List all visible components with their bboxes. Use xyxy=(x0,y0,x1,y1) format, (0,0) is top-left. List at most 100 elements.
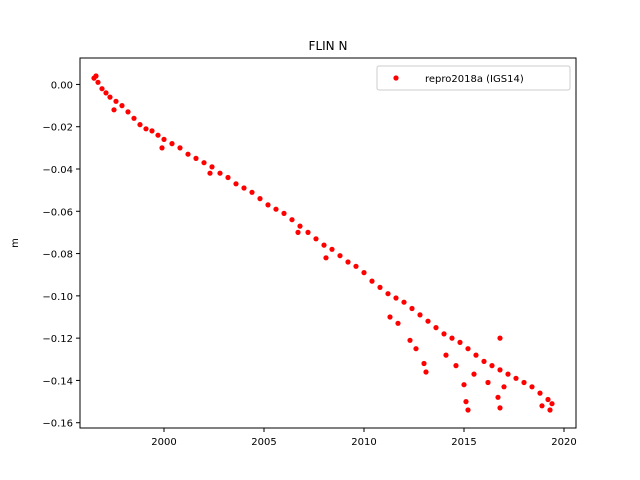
data-point xyxy=(497,335,503,341)
data-point xyxy=(545,396,551,403)
data-point xyxy=(471,371,477,377)
legend-marker xyxy=(393,75,399,81)
y-axis-label: m xyxy=(10,238,21,248)
data-point xyxy=(497,367,503,373)
x-tick-label: 2005 xyxy=(251,437,276,448)
data-point xyxy=(377,284,383,290)
data-point xyxy=(549,401,555,407)
data-point xyxy=(193,155,199,161)
data-point xyxy=(125,109,131,115)
data-point xyxy=(273,206,279,212)
data-point xyxy=(177,145,183,151)
data-point xyxy=(281,210,287,216)
data-point xyxy=(297,223,303,229)
data-point xyxy=(345,259,351,265)
data-point xyxy=(393,295,399,301)
data-point xyxy=(395,320,401,326)
legend: repro2018a (IGS14) xyxy=(376,65,571,91)
data-point xyxy=(423,369,429,375)
data-point xyxy=(209,164,215,170)
data-point xyxy=(103,90,109,96)
data-point xyxy=(537,390,543,396)
data-point xyxy=(441,331,447,337)
data-point xyxy=(257,196,263,202)
data-point xyxy=(501,384,507,390)
data-point xyxy=(313,236,319,242)
data-point xyxy=(95,79,101,85)
data-point xyxy=(505,371,511,377)
data-point xyxy=(99,86,105,92)
data-point xyxy=(453,363,459,369)
data-point xyxy=(417,312,423,318)
y-axis: 0.00 −0.02 −0.04 −0.06 −0.08 −0.10 −0.12 −0.14 −… xyxy=(42,80,80,430)
data-point xyxy=(539,403,545,409)
data-point xyxy=(443,352,449,358)
data-point xyxy=(217,170,223,176)
data-point xyxy=(289,217,295,223)
data-point xyxy=(485,379,491,386)
data-point xyxy=(463,399,469,405)
data-point xyxy=(465,346,471,352)
data-point xyxy=(249,189,255,195)
data-points xyxy=(91,73,555,413)
x-tick-label: 2020 xyxy=(551,437,576,448)
data-point xyxy=(369,278,375,284)
data-point xyxy=(421,360,427,367)
y-tick-label: −0.12 xyxy=(42,334,73,345)
x-axis: 2000 2005 2010 2015 2020 xyxy=(151,428,577,448)
data-point xyxy=(409,305,415,312)
y-tick-label: −0.04 xyxy=(42,165,73,176)
data-point xyxy=(425,318,431,324)
y-tick-label: −0.02 xyxy=(42,123,73,134)
y-tick-label: −0.06 xyxy=(42,207,73,218)
data-point xyxy=(547,407,553,413)
data-point xyxy=(93,73,99,79)
data-point xyxy=(387,314,393,320)
data-point xyxy=(207,170,213,176)
data-point xyxy=(473,352,479,358)
data-point xyxy=(481,358,487,364)
y-tick-label: −0.14 xyxy=(42,376,73,387)
chart-title: FLIN N xyxy=(309,39,348,53)
data-point xyxy=(137,122,143,128)
y-tick-label: −0.10 xyxy=(42,292,73,303)
plot-frame xyxy=(79,57,577,429)
data-point xyxy=(323,255,329,261)
y-tick-label: −0.08 xyxy=(42,250,73,261)
y-tick-label: −0.16 xyxy=(42,419,73,430)
data-point xyxy=(233,181,239,187)
data-point xyxy=(295,229,301,235)
data-point xyxy=(433,325,439,331)
data-point xyxy=(353,263,359,269)
data-point xyxy=(329,246,335,252)
data-point xyxy=(457,339,463,345)
data-point xyxy=(241,185,247,191)
data-point xyxy=(119,103,125,109)
data-point xyxy=(265,202,271,208)
data-point xyxy=(449,335,455,341)
data-point xyxy=(155,132,161,138)
data-point xyxy=(513,375,519,381)
data-point xyxy=(107,94,113,100)
data-point xyxy=(159,145,165,151)
x-tick-label: 2010 xyxy=(351,437,376,448)
data-point xyxy=(149,128,155,134)
data-point xyxy=(497,405,503,411)
legend-label: repro2018a (IGS14) xyxy=(425,74,524,85)
data-point xyxy=(113,98,119,104)
data-point xyxy=(413,346,419,352)
data-point xyxy=(143,126,149,132)
data-point xyxy=(201,160,207,166)
data-point xyxy=(495,394,501,400)
x-tick-label: 2015 xyxy=(451,437,476,448)
data-point xyxy=(161,136,167,142)
data-point xyxy=(111,107,117,113)
y-tick-label: 0.00 xyxy=(51,80,73,91)
data-point xyxy=(489,363,495,369)
data-point xyxy=(169,141,175,147)
data-point xyxy=(337,253,343,259)
legend-box xyxy=(376,65,571,91)
data-point xyxy=(131,115,137,121)
data-point xyxy=(321,242,327,248)
data-point xyxy=(529,384,535,390)
